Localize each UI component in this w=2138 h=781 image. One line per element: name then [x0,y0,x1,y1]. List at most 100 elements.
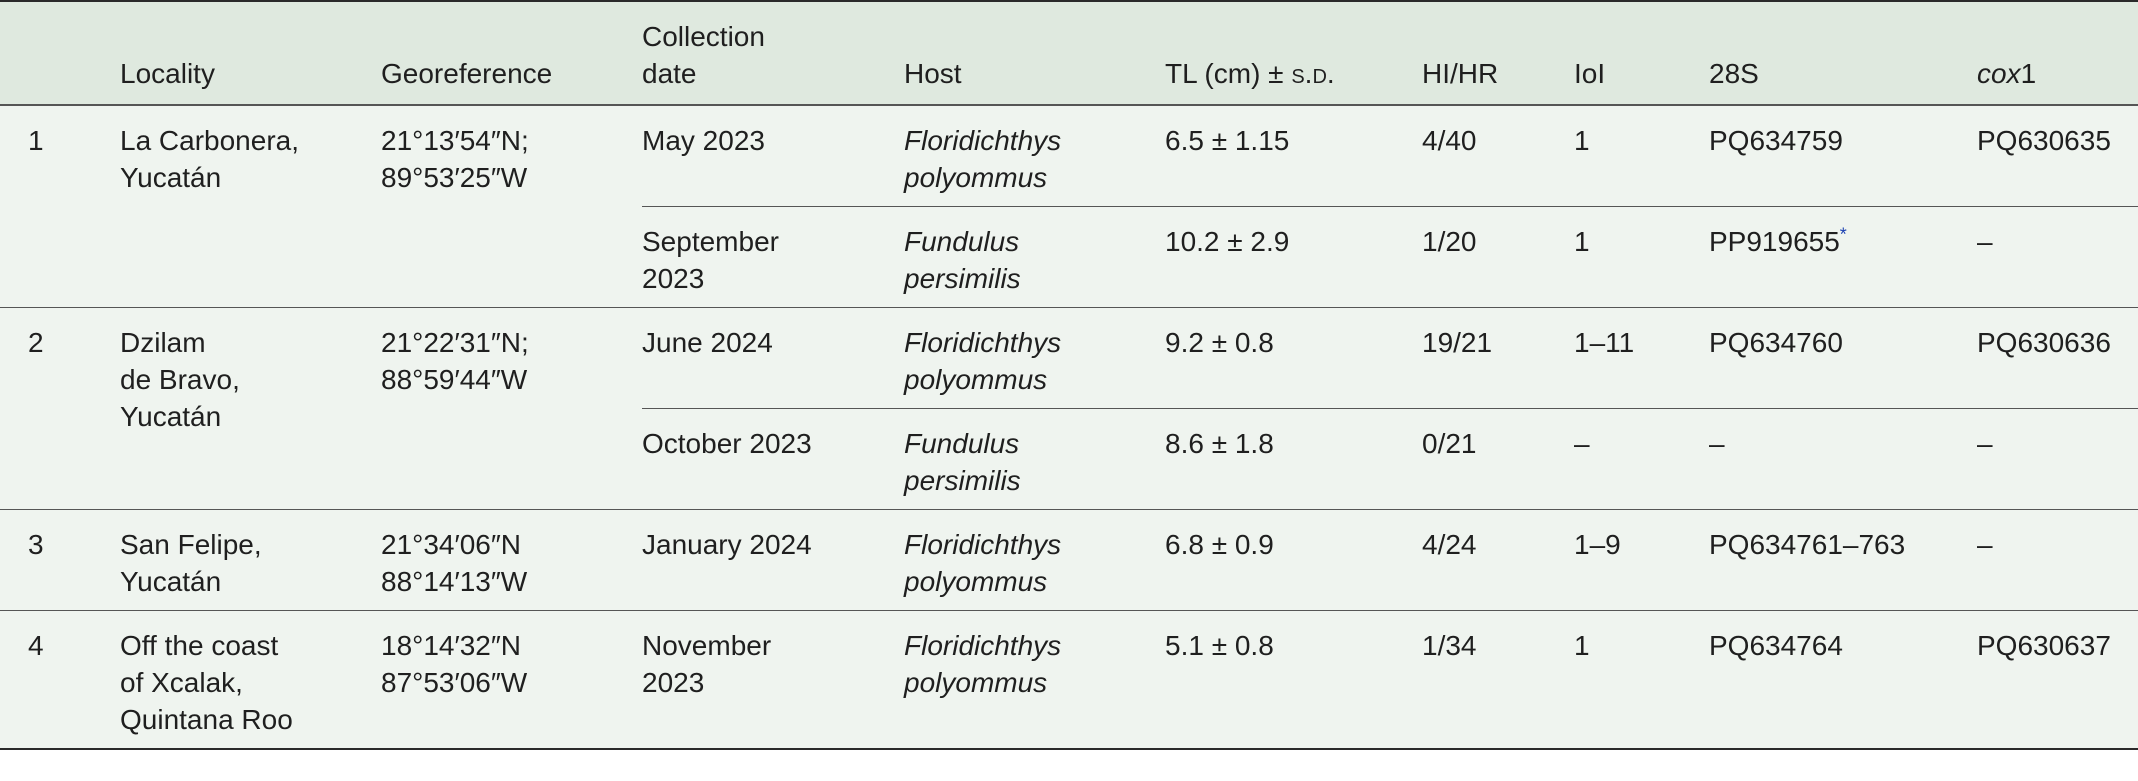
header-georeference: Georeference [381,0,642,106]
ioi-cell: 1 [1574,125,1590,156]
locality-line: of Xcalak, [120,667,243,698]
accession-28s-cell: PQ634760 [1709,307,1977,409]
header-collection-date-line1: Collection [642,21,765,52]
georeference-line: 88°14′13″W [381,566,528,597]
tl-cell: 5.1 ± 0.8 [1165,610,1422,750]
locality-line: Yucatán [120,162,222,193]
tl-cell: 6.8 ± 0.9 [1165,509,1422,611]
header-tl: TL (cm) ± s.d. [1165,0,1422,106]
locality-line: La Carbonera, [120,125,300,156]
header-ioi: IoI [1574,0,1709,106]
accession-28s-cell: PP919655* [1709,206,1977,308]
host-line: polyommus [904,566,1048,597]
hihr-cell: 1/20 [1422,206,1574,308]
georeference-line: 88°59′44″W [381,364,528,395]
accession-28s-cell: – [1709,408,1977,510]
accession-cox1-cell: PQ630636 [1977,307,2138,409]
row-number: 4 [0,610,120,750]
host-line: polyommus [904,364,1048,395]
locality-cell: Dzilam de Bravo, Yucatán [120,307,381,510]
accession-cox1-cell: PQ630637 [1977,610,2138,750]
georeference-line: 21°22′31″N; [381,327,529,358]
header-cox1-italic: cox [1977,58,2021,89]
host-line: Fundulus [904,226,1020,257]
host-line: polyommus [904,162,1048,193]
specimen-table: Locality Georeference Collection date Hos… [0,0,2138,750]
header-locality: Locality [120,0,381,106]
collection-date-line: October 2023 [642,428,812,459]
hihr-cell: 1/34 [1422,610,1574,750]
row-number: 2 [0,307,120,510]
host-line: persimilis [904,263,1021,294]
locality-line: Quintana Roo [120,704,293,735]
accession-28s: PQ634761–763 [1709,529,1906,560]
accession-cox1-cell: – [1977,408,2138,510]
host-cell: Floridichthys polyommus [904,307,1165,409]
table-row: 3 San Felipe, Yucatán 21°34′06″N 88°14′13″W J… [0,509,2138,611]
accession-28s: PQ634759 [1709,125,1843,156]
accession-28s-cell: PQ634764 [1709,610,1977,750]
hihr-cell: 19/21 [1422,307,1574,409]
collection-date-line: January 2024 [642,529,812,560]
table-body: 1 La Carbonera, Yucatán 21°13′54″N; 89°53′25… [0,105,2138,750]
georeference-line: 89°53′25″W [381,162,528,193]
header-hihr: HI/HR [1422,0,1574,106]
locality-line: Off the coast [120,630,279,661]
accession-cox1-cell: – [1977,206,2138,308]
tl-cell: 8.6 ± 1.8 [1165,408,1422,510]
tl-cell: 6.5 ± 1.15 [1165,125,1290,156]
accession-28s: PP919655 [1709,226,1840,257]
host-line: Floridichthys [904,327,1062,358]
ioi-cell: 1–11 [1574,307,1709,409]
locality-cell: La Carbonera, Yucatán [120,105,381,308]
table-row: 1 La Carbonera, Yucatán 21°13′54″N; 89°53′25… [0,105,2138,207]
header-host: Host [904,0,1165,106]
row-number: 3 [0,509,120,611]
table-row: September 2023 Fundulus persimilis 10.2 ± 2.… [0,206,2138,308]
host-line: Floridichthys [904,630,1062,661]
locality-line: de Bravo, [120,364,240,395]
ioi-cell: – [1574,408,1709,510]
header-tl-label: TL (cm) ± [1165,58,1292,89]
georeference-cell: 21°34′06″N 88°14′13″W [381,509,642,611]
host-line: persimilis [904,465,1021,496]
collection-date-cell: June 2024 [642,307,904,409]
locality-cell: San Felipe, Yucatán [120,509,381,611]
hihr-cell: 0/21 [1422,408,1574,510]
ioi-cell: 1 [1574,610,1709,750]
locality-line: Dzilam [120,327,206,358]
collection-date-cell: January 2024 [642,509,904,611]
header-collection-date-line2: date [642,58,697,89]
accession-28s: PQ634764 [1709,630,1843,661]
tl-cell: 10.2 ± 2.9 [1165,206,1422,308]
tl-cell: 9.2 ± 0.8 [1165,307,1422,409]
georeference-line: 87°53′06″W [381,667,528,698]
accession-cox1-cell: – [1977,509,2138,611]
header-collection-date: Collection date [642,0,904,106]
footnote-asterisk[interactable]: * [1839,224,1847,245]
host-cell: Fundulus persimilis [904,408,1165,510]
hihr-cell: 4/24 [1422,509,1574,611]
collection-date-cell: October 2023 [642,408,904,510]
accession-28s: – [1709,428,1725,459]
locality-line: Yucatán [120,566,222,597]
hihr-cell: 4/40 [1422,125,1477,156]
accession-28s-cell: PQ634761–763 [1709,509,1977,611]
data-table-container: Locality Georeference Collection date Hos… [0,0,2138,750]
host-line: Fundulus [904,428,1020,459]
georeference-line: 21°13′54″N; [381,125,529,156]
row-number: 1 [28,125,44,156]
georeference-line: 18°14′32″N [381,630,522,661]
accession-28s-cell: PQ634759 [1709,105,1977,207]
collection-date-cell: May 2023 [642,105,904,207]
accession-28s: PQ634760 [1709,327,1843,358]
host-cell: Floridichthys polyommus [904,509,1165,611]
collection-date-cell: November 2023 [642,610,904,750]
collection-date-cell: September 2023 [642,206,904,308]
collection-date-line: May 2023 [642,125,765,156]
georeference-cell: 21°22′31″N; 88°59′44″W [381,307,642,510]
georeference-line: 21°34′06″N [381,529,522,560]
host-cell: Floridichthys polyommus [904,610,1165,750]
table-row: 2 Dzilam de Bravo, Yucatán 21°22′31″N; 88°59′… [0,307,2138,510]
locality-line: San Felipe, [120,529,262,560]
